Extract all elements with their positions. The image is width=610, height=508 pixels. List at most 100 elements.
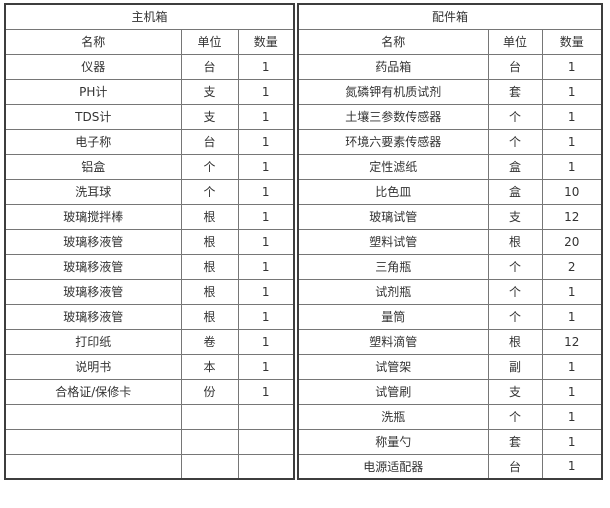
quantity-cell: 1: [541, 453, 603, 480]
item-name-cell: 定性滤纸: [297, 153, 489, 180]
unit-cell: 根: [487, 328, 543, 355]
item-name-cell: 三角瓶: [297, 253, 489, 280]
table-row: 土壤三参数传感器个 1: [297, 103, 603, 130]
item-name-cell: 土壤三参数传感器: [297, 103, 489, 130]
accessory-box-title: 配件箱: [297, 3, 603, 30]
quantity-cell: 1: [237, 378, 295, 405]
unit-cell: 支: [487, 378, 543, 405]
unit-cell: 个: [180, 178, 239, 205]
unit-cell: 个: [487, 278, 543, 305]
table-row: 玻璃移液管根 1: [4, 228, 295, 255]
item-name-cell: [4, 428, 182, 455]
item-name-cell: 塑料试管: [297, 228, 489, 255]
quantity-cell: 1: [237, 53, 295, 80]
unit-cell: 个: [487, 253, 543, 280]
quantity-cell: 1: [541, 303, 603, 330]
quantity-cell: 1: [237, 178, 295, 205]
table-row: 仪器台 1: [4, 53, 295, 80]
table-row: 配件箱: [297, 3, 603, 30]
table-row: 试管架副 1: [297, 353, 603, 380]
unit-cell: 盒: [487, 178, 543, 205]
table-row: 说明书本 1: [4, 353, 295, 380]
quantity-cell: 1: [237, 78, 295, 105]
table-row: 主机箱: [4, 3, 295, 30]
quantity-cell: 1: [541, 78, 603, 105]
table-row: 称量勺套 1: [297, 428, 603, 455]
item-name-cell: 玻璃移液管: [4, 278, 182, 305]
unit-cell: 套: [487, 78, 543, 105]
table-row: 玻璃移液管根 1: [4, 303, 295, 330]
table-row: 打印纸卷 1: [4, 328, 295, 355]
table-row: 玻璃搅拌棒根 1: [4, 203, 295, 230]
item-name-cell: PH计: [4, 78, 182, 105]
unit-cell: 个: [180, 153, 239, 180]
item-name-cell: 电子称: [4, 128, 182, 155]
item-name-cell: [4, 453, 182, 480]
item-name-cell: 比色皿: [297, 178, 489, 205]
unit-cell: 台: [487, 53, 543, 80]
item-name-cell: 铝盒: [4, 153, 182, 180]
quantity-cell: 1: [237, 278, 295, 305]
quantity-cell: [237, 428, 295, 455]
table-row: [4, 428, 295, 455]
unit-cell: 套: [487, 428, 543, 455]
unit-cell: 台: [487, 453, 543, 480]
column-header-name: 名称: [297, 28, 489, 55]
item-name-cell: 氮磷钾有机质试剂: [297, 78, 489, 105]
table-row: 塑料滴管根 12: [297, 328, 603, 355]
table-row: 定性滤纸盒 1: [297, 153, 603, 180]
unit-cell: 根: [180, 253, 239, 280]
table-row: 试管刷支 1: [297, 378, 603, 405]
quantity-cell: 12: [541, 203, 603, 230]
item-name-cell: 电源适配器: [297, 453, 489, 480]
quantity-cell: 1: [237, 328, 295, 355]
table-row: 玻璃移液管根 1: [4, 253, 295, 280]
item-name-cell: 量筒: [297, 303, 489, 330]
quantity-cell: 1: [541, 403, 603, 430]
unit-cell: 个: [487, 303, 543, 330]
table-row: 名称 单位 数量: [4, 28, 295, 55]
item-name-cell: 玻璃移液管: [4, 303, 182, 330]
item-name-cell: 试管刷: [297, 378, 489, 405]
quantity-cell: 1: [541, 153, 603, 180]
column-header-quantity: 数量: [541, 28, 603, 55]
quantity-cell: [237, 453, 295, 480]
item-name-cell: 仪器: [4, 53, 182, 80]
quantity-cell: 1: [541, 128, 603, 155]
table-row: 合格证/保修卡份 1: [4, 378, 295, 405]
table-row: 铝盒个 1: [4, 153, 295, 180]
item-name-cell: 洗瓶: [297, 403, 489, 430]
unit-cell: 根: [487, 228, 543, 255]
table-row: 比色皿盒 10: [297, 178, 603, 205]
column-header-name: 名称: [4, 28, 182, 55]
table-row: 量筒个 1: [297, 303, 603, 330]
quantity-cell: 2: [541, 253, 603, 280]
quantity-cell: 10: [541, 178, 603, 205]
table-row: 玻璃试管支 12: [297, 203, 603, 230]
quantity-cell: [237, 403, 295, 430]
table-row: 药品箱台 1: [297, 53, 603, 80]
unit-cell: 副: [487, 353, 543, 380]
quantity-cell: 1: [237, 303, 295, 330]
main-box-table: 主机箱 名称 单位 数量 仪器台 1 PH计支 1 TDS计支 1 电子称台 1 铝盒个 1 洗耳球…: [4, 3, 295, 480]
item-name-cell: 称量勺: [297, 428, 489, 455]
unit-cell: 台: [180, 128, 239, 155]
unit-cell: 支: [487, 203, 543, 230]
item-name-cell: 环境六要素传感器: [297, 128, 489, 155]
unit-cell: 台: [180, 53, 239, 80]
table-row: 洗瓶个 1: [297, 403, 603, 430]
item-name-cell: 说明书: [4, 353, 182, 380]
column-header-unit: 单位: [487, 28, 543, 55]
table-row: 塑料试管根 20: [297, 228, 603, 255]
quantity-cell: 1: [541, 353, 603, 380]
quantity-cell: 1: [541, 278, 603, 305]
item-name-cell: 玻璃试管: [297, 203, 489, 230]
table-row: [4, 403, 295, 430]
column-header-unit: 单位: [180, 28, 239, 55]
table-row: 氮磷钾有机质试剂套 1: [297, 78, 603, 105]
table-row: TDS计支 1: [4, 103, 295, 130]
quantity-cell: 1: [237, 203, 295, 230]
unit-cell: 个: [487, 103, 543, 130]
quantity-cell: 1: [541, 53, 603, 80]
accessory-box-table: 配件箱 名称 单位 数量 药品箱台 1 氮磷钾有机质试剂套 1 土壤三参数传感器个 1 环境…: [297, 3, 603, 480]
